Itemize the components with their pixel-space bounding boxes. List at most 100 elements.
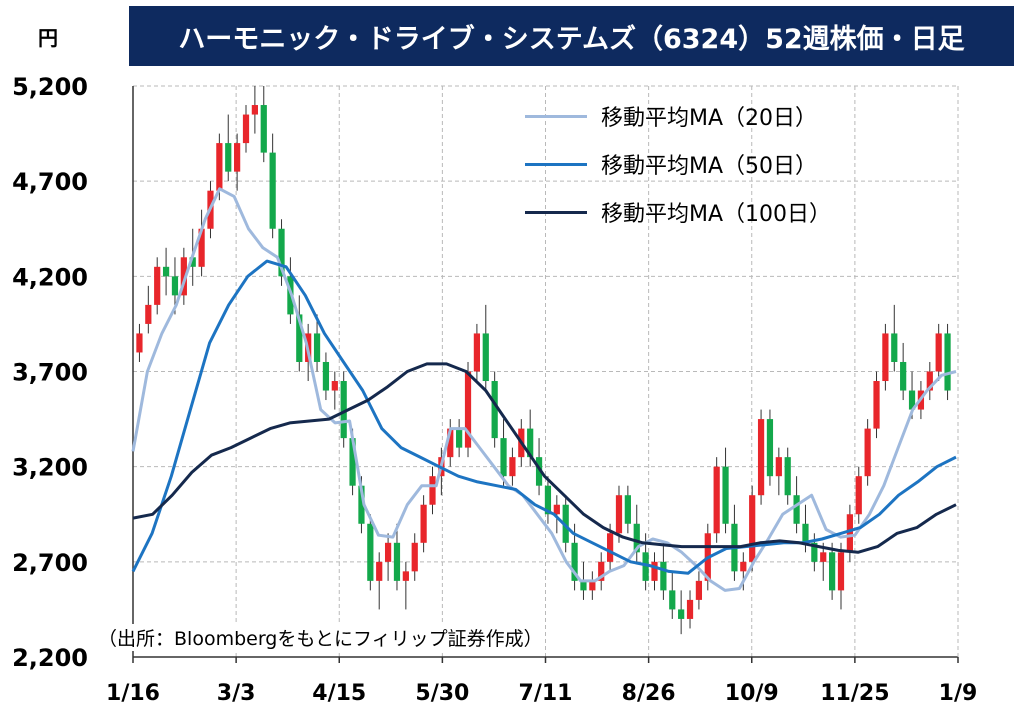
chart-title: ハーモニック・ドライブ・システムズ（6324）52週株価・日足 [129, 6, 1014, 66]
candle-body [669, 590, 676, 610]
candle-body [944, 333, 951, 391]
candle-body [296, 314, 303, 362]
legend-swatch-ma20 [525, 114, 587, 118]
candle-body [234, 143, 241, 172]
candle-body [358, 485, 365, 524]
candle-body [829, 552, 836, 591]
candle-body [695, 580, 703, 600]
candle-body [180, 257, 187, 296]
candle-body [260, 105, 267, 153]
candle-body [331, 381, 338, 391]
y-axis-ticks: 5,200 4,700 4,200 3,700 3,200 2,700 2,200 [12, 73, 88, 672]
y-tick-label: 2,700 [12, 549, 88, 577]
legend-label-ma20: 移動平均MA（20日） [601, 106, 818, 131]
candle-body [162, 266, 170, 277]
candle-body [606, 533, 614, 562]
candle-body [251, 105, 258, 115]
x-tick-label: 1/16 [106, 681, 160, 706]
candle-body [935, 333, 942, 372]
y-tick-label: 4,700 [12, 168, 88, 196]
x-tick-label: 4/15 [312, 681, 366, 706]
y-tick-label: 5,200 [12, 73, 88, 101]
candle-body [900, 361, 907, 391]
candle-body [775, 457, 782, 477]
candle-body [553, 504, 560, 515]
candle-body [633, 523, 640, 553]
candle-body [322, 361, 330, 391]
candle-body [624, 495, 631, 524]
candle-body [198, 228, 205, 267]
ma20-line [131, 187, 957, 592]
candle-body [713, 466, 720, 534]
legend-swatch-ma100 [525, 210, 587, 214]
x-tick-label: 5/30 [415, 681, 469, 706]
y-tick-label: 3,700 [12, 359, 88, 387]
candle-body [429, 476, 436, 505]
candle-body [864, 428, 871, 477]
candle-body [349, 438, 356, 486]
candle-body [571, 542, 578, 581]
candle-body [464, 371, 472, 448]
chart-title-text: ハーモニック・ドライブ・システムズ（6324）52週株価・日足 [178, 23, 965, 55]
candle-body [154, 266, 161, 305]
candle-body [376, 561, 383, 581]
candle-body [145, 304, 152, 324]
candle-body [678, 609, 685, 619]
candle-body [420, 504, 427, 543]
x-tick-label: 8/26 [622, 681, 676, 706]
ma100-line [132, 362, 957, 554]
candle-body [589, 580, 596, 591]
candle-body [615, 495, 623, 534]
candle-body [491, 381, 498, 439]
legend-swatch-ma50 [525, 162, 587, 166]
candle-body [340, 381, 347, 439]
candle-body [651, 561, 658, 581]
candle-body [171, 276, 179, 296]
legend-item-ma100: 移動平均MA（100日） [525, 188, 831, 236]
x-tick-label: 7/11 [519, 681, 573, 706]
candle-body [473, 333, 481, 372]
legend-item-ma50: 移動平均MA（50日） [525, 140, 831, 188]
candle-body [749, 495, 756, 562]
candle-body [456, 428, 463, 448]
candle-body [313, 333, 321, 362]
candle-body [766, 419, 774, 477]
x-tick-label: 10/9 [725, 681, 779, 706]
candle-body [686, 599, 694, 619]
candle-body [722, 466, 729, 524]
candle-body [269, 152, 276, 229]
x-tick-label: 3/3 [217, 681, 256, 706]
candle-body [926, 371, 933, 391]
candle-body [873, 381, 880, 429]
candle-body [784, 457, 791, 496]
ma50-line [131, 259, 957, 575]
y-tick-label: 2,200 [12, 644, 88, 672]
y-tick-label: 4,200 [12, 263, 88, 291]
candle-body [580, 580, 587, 591]
candle-body [598, 561, 605, 581]
candle-body [384, 542, 392, 562]
candle-body [820, 552, 827, 562]
x-axis-ticks: 1/16 3/3 4/15 5/30 7/11 8/26 10/9 11/25 1/9 [106, 657, 977, 706]
legend-item-ma20: 移動平均MA（20日） [525, 92, 831, 140]
candle-body [757, 419, 765, 496]
candle-body [278, 228, 285, 277]
candle-body [891, 333, 898, 362]
candle-body [509, 457, 516, 477]
candle-body [740, 561, 747, 572]
candle-body [642, 552, 649, 581]
candle-body [136, 333, 143, 353]
legend: 移動平均MA（20日） 移動平均MA（50日） 移動平均MA（100日） [525, 92, 831, 236]
candle-body [225, 143, 232, 172]
candle-body [811, 542, 818, 562]
candle-body [527, 428, 534, 458]
candle-body [447, 428, 454, 458]
candle-body [367, 523, 374, 581]
candle-body [908, 390, 916, 410]
candle-body [837, 552, 845, 591]
x-tick-label: 1/9 [939, 681, 978, 706]
candle-body [846, 514, 853, 553]
candle-body [535, 457, 543, 486]
candle-body [242, 114, 250, 144]
